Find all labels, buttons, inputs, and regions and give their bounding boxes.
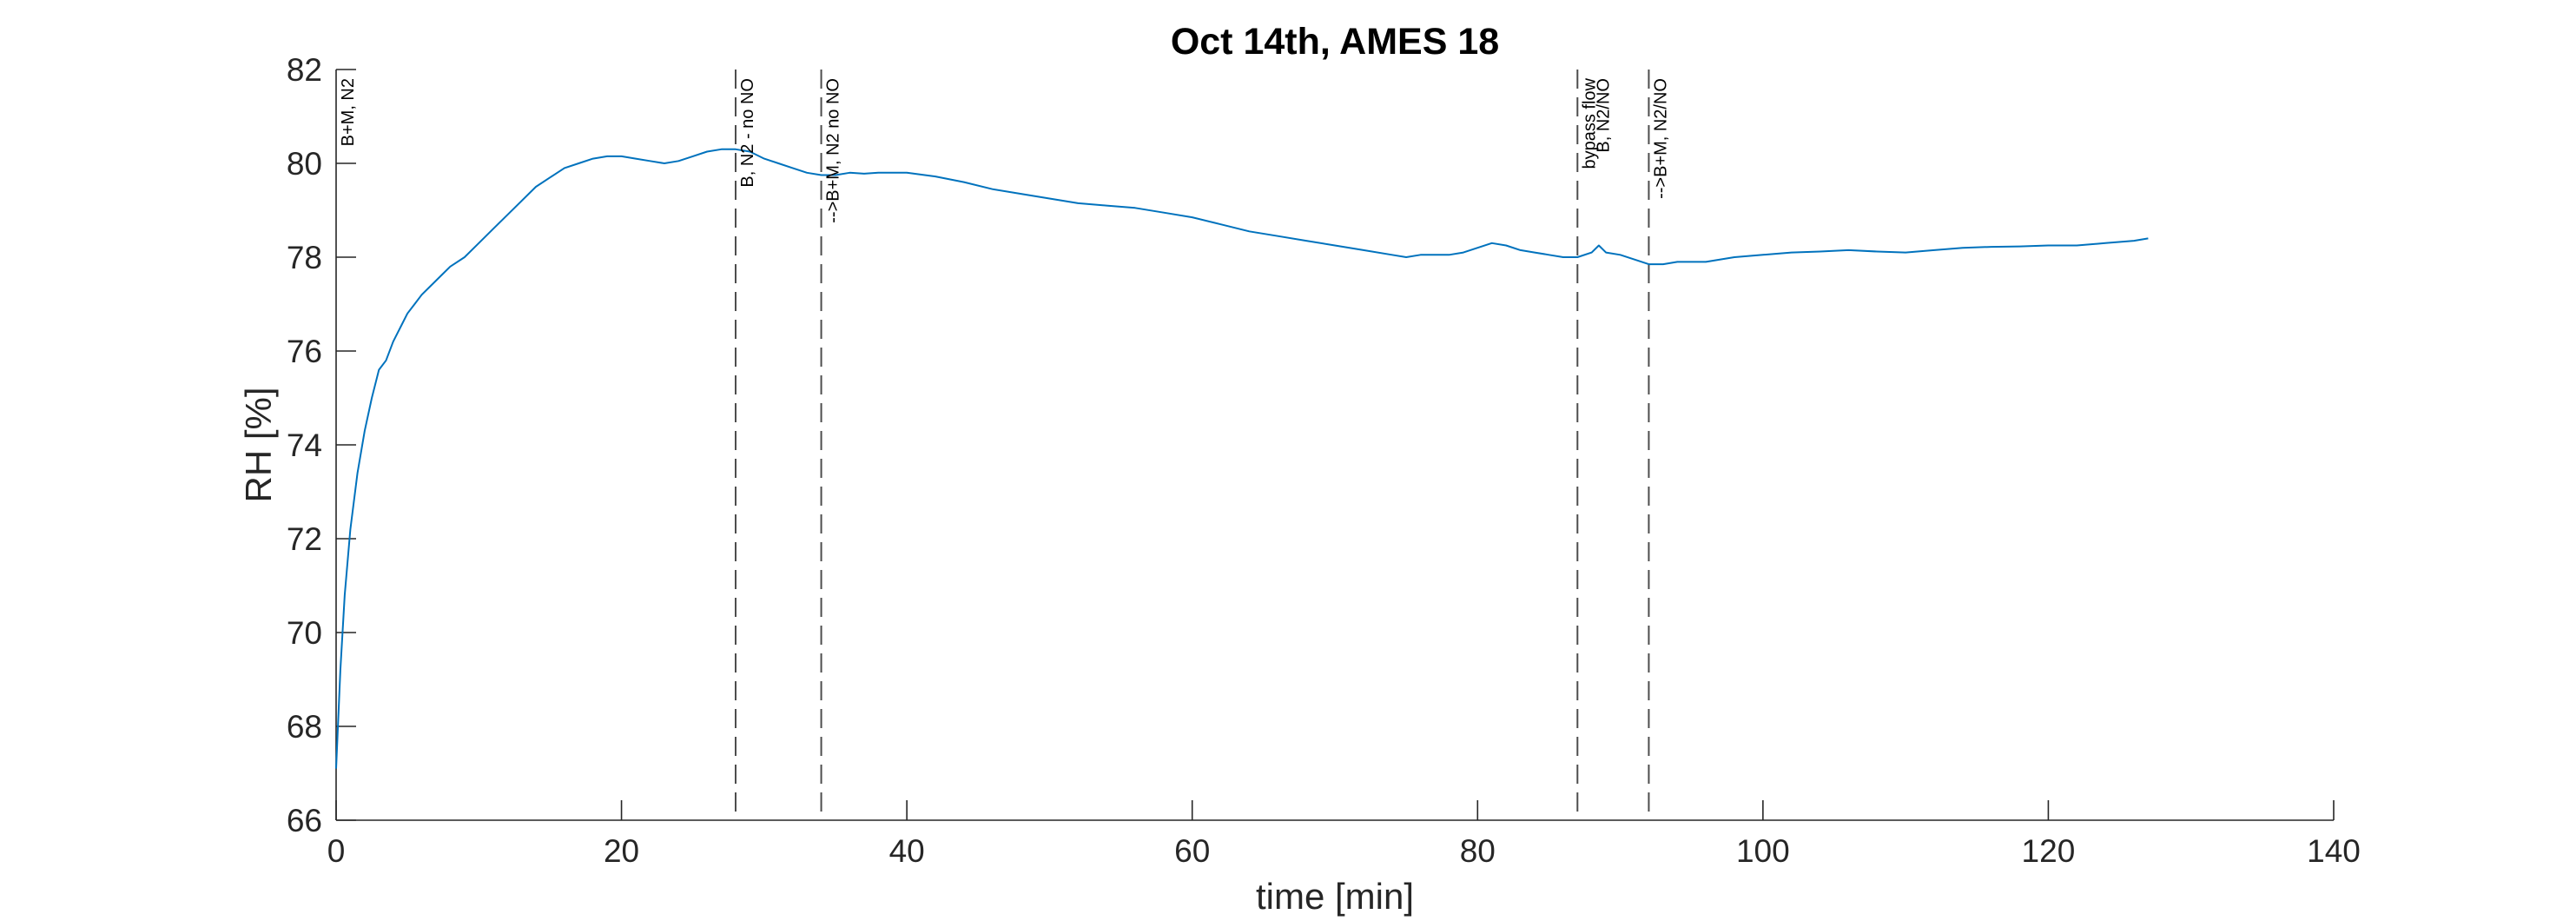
series-line-rh — [335, 148, 2149, 769]
axes — [335, 70, 2334, 821]
y-axis-title: RH [%] — [238, 387, 279, 502]
y-tick-label: 70 — [287, 615, 322, 651]
x-tick-label: 20 — [604, 833, 639, 869]
x-tick-label: 80 — [1460, 833, 1496, 869]
x-axis-title: time [min] — [1256, 876, 1414, 917]
y-tick-label: 78 — [287, 240, 322, 275]
x-tick-label: 100 — [1736, 833, 1790, 869]
y-tick-label: 76 — [287, 334, 322, 369]
x-tick-label: 40 — [889, 833, 925, 869]
y-tick-label: 66 — [287, 803, 322, 838]
ticks: 0 20 40 60 80 100 120 140 66 68 70 72 74 76 78 80 82 — [287, 52, 2361, 869]
x-tick-label: 0 — [327, 833, 346, 869]
annotation-label: -->B+M, N2/NO — [1651, 78, 1670, 199]
y-tick-label: 82 — [287, 52, 322, 88]
annotation-lines — [735, 70, 1650, 820]
annotation-label: B, N2/NO — [1595, 78, 1614, 153]
x-tick-label: 140 — [2307, 833, 2361, 869]
annotation-label: -->B+M, N2 no NO — [824, 78, 843, 223]
chart-title: Oct 14th, AMES 18 — [1171, 21, 1499, 63]
y-tick-label: 74 — [287, 427, 322, 463]
x-tick-label: 60 — [1174, 833, 1210, 869]
y-tick-label: 80 — [287, 146, 322, 182]
annotation-labels: B+M, N2 B, N2 - no NO -->B+M, N2 no NO bypa… — [339, 77, 1670, 222]
y-tick-label: 68 — [287, 709, 322, 745]
x-tick-label: 120 — [2022, 833, 2076, 869]
y-tick-label: 72 — [287, 521, 322, 557]
series-group — [335, 148, 2149, 769]
annotation-label: B, N2 - no NO — [738, 78, 757, 188]
annotation-label: B+M, N2 — [339, 78, 358, 146]
annotation-label: bypass flow — [1580, 77, 1599, 169]
